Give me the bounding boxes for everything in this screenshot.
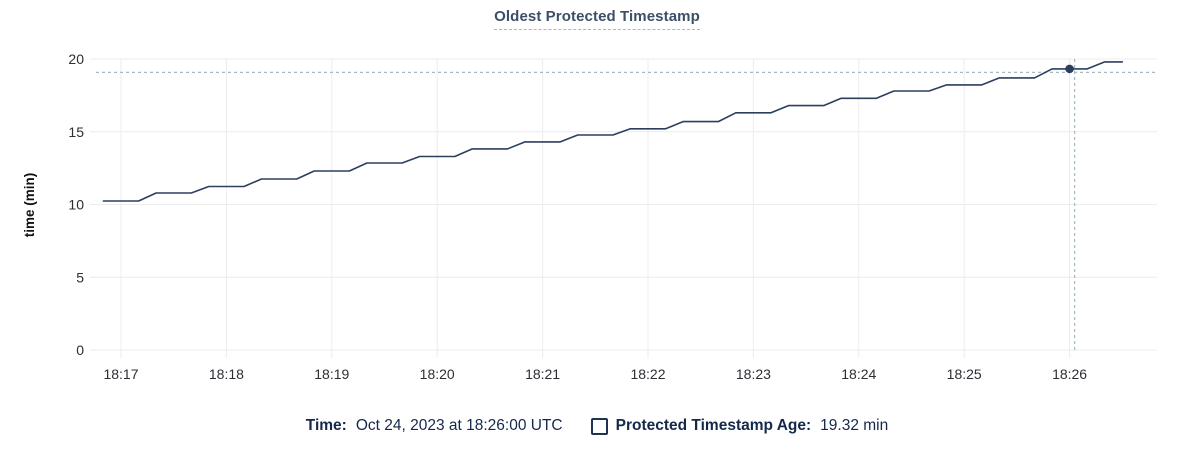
y-tick-label: 15 — [68, 124, 84, 140]
series-line — [102, 61, 1124, 202]
x-tick-label: 18:24 — [841, 366, 876, 382]
x-tick-label: 18:19 — [314, 366, 349, 382]
x-tick-label: 18:18 — [209, 366, 244, 382]
legend-series-item[interactable]: Protected Timestamp Age: — [590, 417, 812, 435]
x-tick-label: 18:25 — [947, 366, 982, 382]
chart-title[interactable]: Oldest Protected Timestamp — [494, 8, 700, 30]
legend-series-value: 19.32 min — [820, 417, 889, 434]
x-tick-label: 18:21 — [525, 366, 560, 382]
plot-area[interactable] — [90, 59, 1157, 350]
x-tick-label: 18:23 — [736, 366, 771, 382]
chart-canvas: 0 5 10 15 20 18:17 18:18 18:19 18:20 18:21 18:22 18… — [68, 51, 1157, 382]
x-tick-label: 18:26 — [1052, 366, 1087, 382]
x-tick-label: 18:17 — [103, 366, 138, 382]
y-tick-label: 20 — [68, 51, 84, 67]
chart-legend: Time: Oct 24, 2023 at 18:26:00 UTC Prote… — [0, 417, 1194, 435]
chart-header: Oldest Protected Timestamp — [0, 8, 1194, 30]
hover-point — [1065, 64, 1074, 74]
legend-series-label: Protected Timestamp Age: — [615, 417, 812, 434]
x-tick-label: 18:22 — [630, 366, 665, 382]
y-tick-label: 0 — [76, 342, 84, 358]
legend-series-checkbox[interactable] — [590, 417, 608, 435]
legend-time-value: Oct 24, 2023 at 18:26:00 UTC — [355, 417, 563, 434]
legend-time-label: Time: — [305, 417, 347, 434]
y-tick-label: 5 — [76, 269, 84, 285]
y-tick-label: 10 — [68, 197, 84, 213]
x-tick-label: 18:20 — [420, 366, 455, 382]
